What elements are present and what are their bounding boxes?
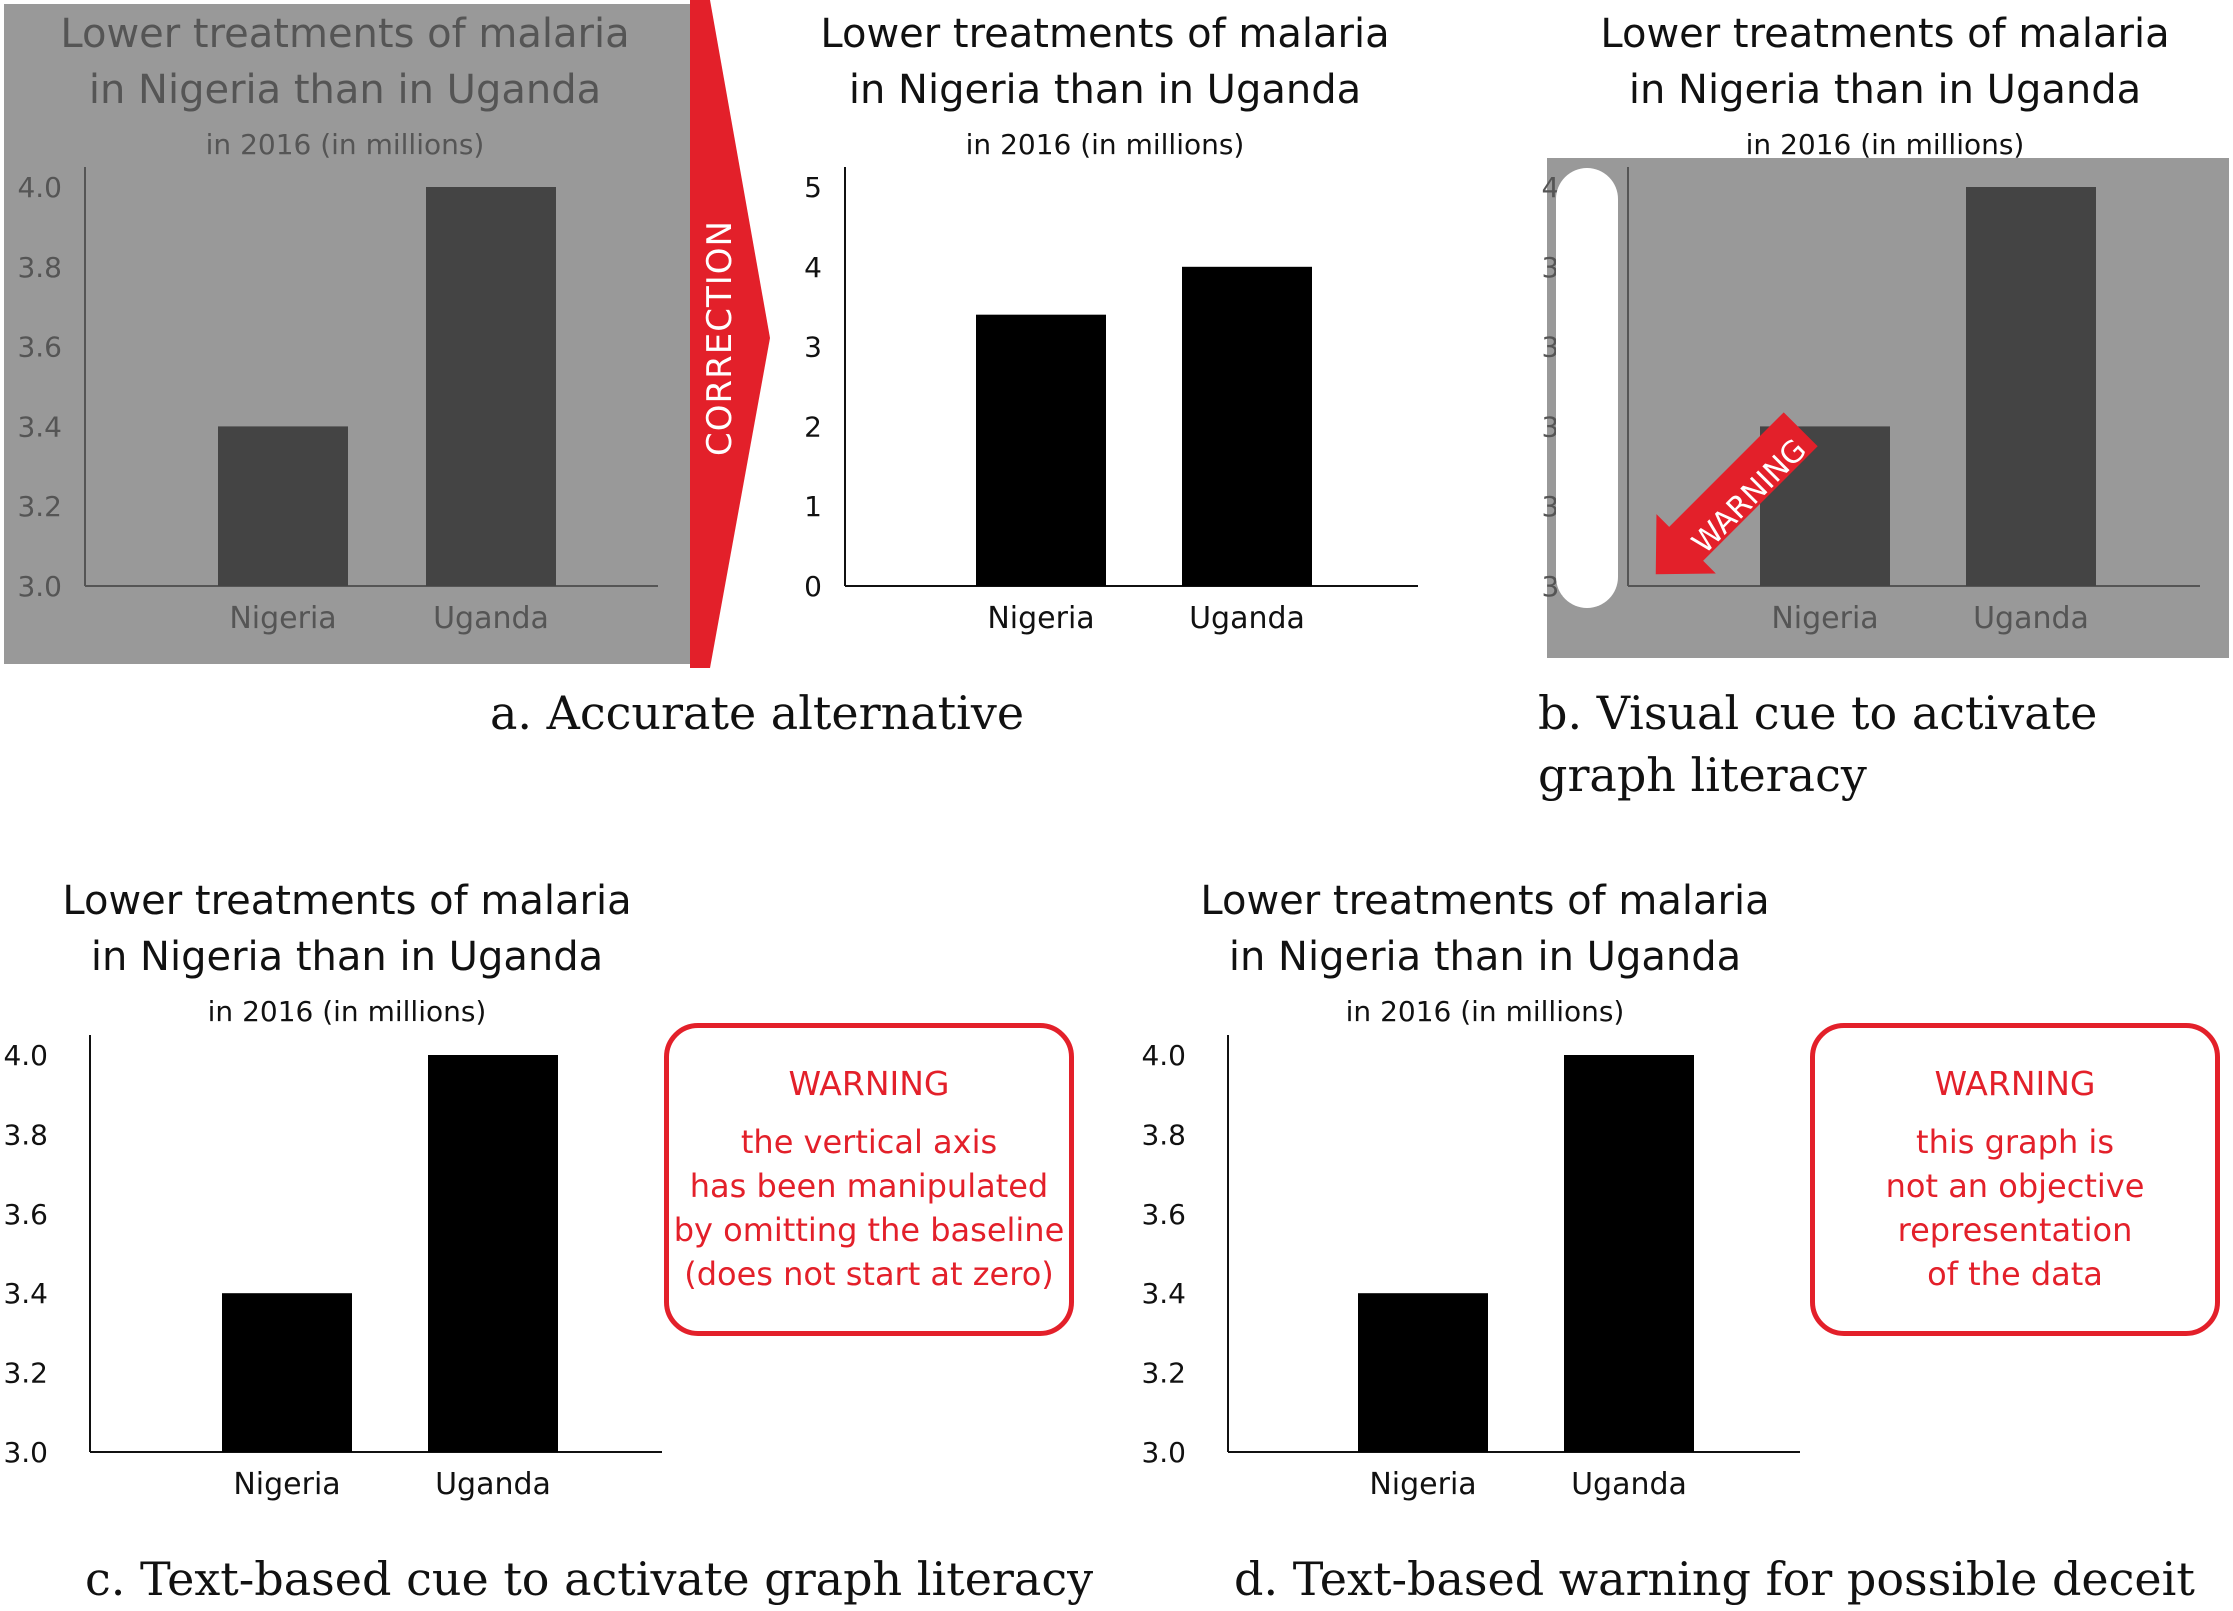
caption-a: a. Accurate alternative bbox=[490, 686, 1025, 740]
y-tick-label: 3.0 bbox=[3, 1436, 48, 1469]
warning-box-axis-manipulated: WARNING the vertical axis has been manip… bbox=[664, 1023, 1074, 1336]
y-tick-label: 4.0 bbox=[3, 1039, 48, 1072]
chart-d-title: Lower treatments of malaria in Nigeria t… bbox=[1200, 878, 1770, 980]
warning-box-text: the vertical axis has been manipulated b… bbox=[673, 1123, 1065, 1293]
chart-a-right-subtitle: in 2016 (in millions) bbox=[965, 128, 1245, 161]
y-tick-label: 3.0 bbox=[17, 570, 62, 603]
bar-uganda bbox=[426, 187, 556, 586]
bar-uganda bbox=[1564, 1055, 1694, 1452]
y-tick-label: 3.8 bbox=[1141, 1118, 1186, 1151]
warning-box-text: this graph is not an objective represent… bbox=[1885, 1123, 2145, 1293]
bar-uganda bbox=[1182, 266, 1312, 586]
chart-a-left-subtitle: in 2016 (in millions) bbox=[205, 128, 485, 161]
y-tick-label: 3.8 bbox=[17, 251, 62, 284]
y-tick-label: 3 bbox=[804, 331, 822, 364]
x-category-label: Uganda bbox=[433, 601, 549, 636]
bar-uganda bbox=[1966, 187, 2096, 586]
caption-b: b. Visual cue to activate graph literacy bbox=[1538, 686, 2098, 802]
chart-c-title: Lower treatments of malaria in Nigeria t… bbox=[62, 878, 632, 980]
bar-nigeria bbox=[1358, 1293, 1488, 1452]
x-category-label: Nigeria bbox=[1771, 601, 1878, 636]
warning-box-deceit: WARNING this graph is not an objective r… bbox=[1810, 1023, 2220, 1336]
y-tick-label: 3.2 bbox=[17, 490, 62, 523]
y-tick-label: 0 bbox=[804, 570, 822, 603]
caption-d: d. Text-based warning for possible decei… bbox=[1234, 1552, 2195, 1606]
bar-nigeria bbox=[976, 314, 1106, 586]
y-tick-label: 3.4 bbox=[1141, 1277, 1186, 1310]
bar-nigeria bbox=[222, 1293, 352, 1452]
chart-a-right-title: Lower treatments of malaria in Nigeria t… bbox=[820, 11, 1390, 113]
chart-b-subtitle: in 2016 (in millions) bbox=[1745, 128, 2025, 161]
x-category-label: Nigeria bbox=[233, 1467, 340, 1502]
y-tick-label: 4.0 bbox=[17, 171, 62, 204]
y-tick-label: 3.4 bbox=[17, 410, 62, 443]
chart-c-subtitle: in 2016 (in millions) bbox=[207, 995, 487, 1028]
y-axis-highlight bbox=[1556, 168, 1618, 608]
y-tick-label: 3.6 bbox=[3, 1198, 48, 1231]
y-tick-label: 3.4 bbox=[3, 1277, 48, 1310]
x-category-label: Nigeria bbox=[229, 601, 336, 636]
y-tick-label: 3.8 bbox=[3, 1118, 48, 1151]
x-category-label: Nigeria bbox=[987, 601, 1094, 636]
y-tick-label: 3.6 bbox=[17, 331, 62, 364]
y-tick-label: 3.6 bbox=[1141, 1198, 1186, 1231]
x-category-label: Nigeria bbox=[1369, 1467, 1476, 1502]
correction-banner bbox=[690, 0, 770, 668]
x-category-label: Uganda bbox=[435, 1467, 551, 1502]
y-tick-label: 5 bbox=[804, 171, 822, 204]
chart-d-subtitle: in 2016 (in millions) bbox=[1345, 995, 1625, 1028]
warning-box-title: WARNING bbox=[788, 1064, 950, 1103]
chart-a-left-title: Lower treatments of malaria in Nigeria t… bbox=[60, 11, 630, 113]
y-tick-label: 3.2 bbox=[3, 1357, 48, 1390]
chart-b-title: Lower treatments of malaria in Nigeria t… bbox=[1600, 11, 2170, 113]
x-category-label: Uganda bbox=[1571, 1467, 1687, 1502]
y-tick-label: 4 bbox=[804, 251, 822, 284]
x-category-label: Uganda bbox=[1973, 601, 2089, 636]
bar-uganda bbox=[428, 1055, 558, 1452]
warning-box-title: WARNING bbox=[1934, 1064, 2096, 1103]
bar-nigeria bbox=[218, 426, 348, 586]
warning-arrow bbox=[1655, 412, 1818, 575]
y-tick-label: 4.0 bbox=[1141, 1039, 1186, 1072]
x-category-label: Uganda bbox=[1189, 601, 1305, 636]
y-tick-label: 3.2 bbox=[1141, 1357, 1186, 1390]
y-tick-label: 3.0 bbox=[1141, 1436, 1186, 1469]
caption-c: c. Text-based cue to activate graph lite… bbox=[85, 1552, 1094, 1606]
y-tick-label: 2 bbox=[804, 410, 822, 443]
y-tick-label: 1 bbox=[804, 490, 822, 523]
